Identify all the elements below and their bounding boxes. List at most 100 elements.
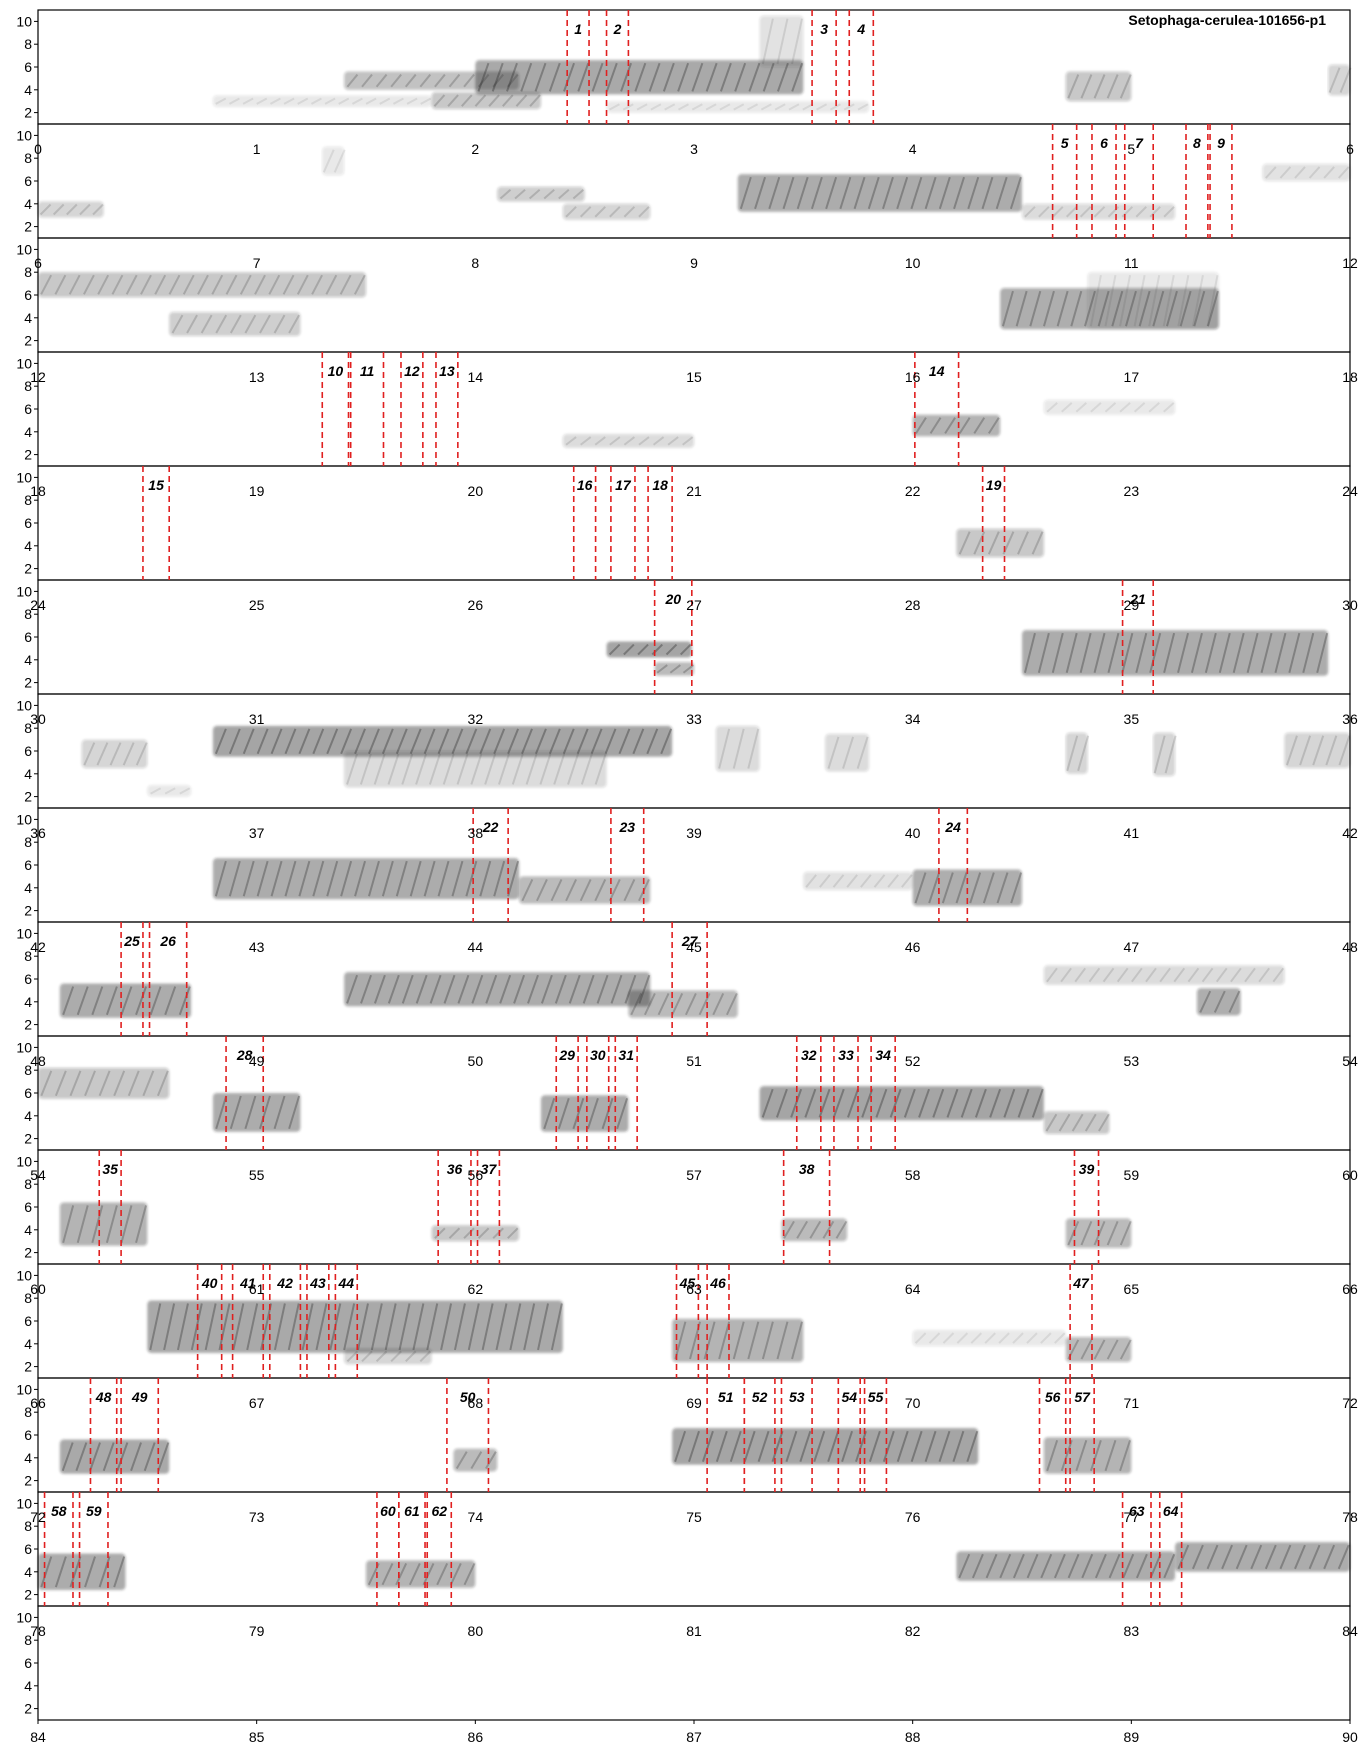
segment-label: 39 — [1079, 1161, 1095, 1177]
segment-label: 59 — [86, 1503, 102, 1519]
segment-marker: 20 — [653, 580, 693, 694]
segment-label: 45 — [679, 1275, 696, 1291]
segment-marker: 58 — [43, 1492, 74, 1606]
segment-marker: 34 — [870, 1036, 896, 1150]
segment-marker: 15 — [142, 466, 170, 580]
energy-blob — [562, 203, 651, 220]
segment-label: 10 — [328, 363, 344, 379]
x-tick-label: 56 — [468, 1167, 484, 1183]
segment-marker: 14 — [914, 352, 960, 466]
x-tick-label: 83 — [1124, 1623, 1140, 1639]
energy-blob — [1043, 1437, 1132, 1474]
energy-blob — [38, 272, 366, 298]
x-tick-label: 15 — [686, 369, 702, 385]
x-tick-label: 36 — [30, 825, 46, 841]
energy-blob — [759, 15, 804, 67]
spectrogram-energy — [38, 15, 1352, 1591]
x-tick-label: 75 — [686, 1509, 702, 1525]
y-tick-label: 2 — [24, 333, 32, 349]
y-tick-label: 8 — [24, 1518, 32, 1534]
y-tick-label: 4 — [24, 310, 32, 326]
x-tick-label: 4 — [909, 141, 917, 157]
y-tick-label: 10 — [16, 1039, 32, 1055]
segment-label: 47 — [1072, 1275, 1090, 1291]
energy-blob — [1262, 163, 1350, 181]
x-tick-label: 9 — [690, 255, 698, 271]
energy-blob — [1043, 965, 1285, 985]
segment-marker: 47 — [1069, 1264, 1093, 1378]
y-tick-label: 2 — [24, 1587, 32, 1603]
segment-label: 7 — [1135, 135, 1144, 151]
segment-label: 5 — [1061, 135, 1069, 151]
x-tick-label: 72 — [1342, 1395, 1358, 1411]
segment-marker: 16 — [572, 466, 597, 580]
segment-label: 24 — [944, 819, 961, 835]
segment-marker: 21 — [1121, 580, 1154, 694]
x-tick-label: 86 — [468, 1729, 484, 1745]
segment-marker: 29 — [555, 1036, 579, 1150]
energy-blob — [912, 414, 1001, 437]
segment-label: 57 — [1074, 1389, 1091, 1405]
segment-marker: 26 — [148, 922, 188, 1036]
energy-blob — [59, 1202, 148, 1246]
energy-blob — [81, 739, 148, 769]
segment-label: 63 — [1129, 1503, 1145, 1519]
y-tick-label: 2 — [24, 1359, 32, 1375]
segment-label: 2 — [613, 21, 622, 37]
y-tick-label: 10 — [16, 355, 32, 371]
x-tick-label: 6 — [1346, 141, 1354, 157]
y-tick-label: 4 — [24, 538, 32, 554]
energy-blob — [759, 1086, 1044, 1121]
x-tick-label: 30 — [30, 711, 46, 727]
y-tick-label: 4 — [24, 1222, 32, 1238]
x-tick-label: 23 — [1124, 483, 1140, 499]
x-tick-label: 76 — [905, 1509, 921, 1525]
x-tick-label: 7 — [253, 255, 261, 271]
segment-label: 51 — [718, 1389, 734, 1405]
energy-blob — [1043, 1111, 1110, 1135]
energy-blob — [1328, 64, 1352, 96]
y-tick-label: 6 — [24, 1199, 32, 1215]
y-tick-label: 10 — [16, 583, 32, 599]
x-tick-label: 47 — [1124, 939, 1140, 955]
y-tick-label: 10 — [16, 925, 32, 941]
segment-marker: 17 — [610, 466, 636, 580]
segment-label: 22 — [482, 819, 499, 835]
x-tick-label: 85 — [249, 1729, 265, 1745]
energy-blob — [540, 1095, 629, 1132]
x-tick-label: 73 — [249, 1509, 265, 1525]
y-tick-label: 10 — [16, 811, 32, 827]
energy-blob — [431, 92, 541, 110]
y-tick-label: 8 — [24, 1404, 32, 1420]
x-tick-label: 84 — [30, 1729, 46, 1745]
segment-marker: 44 — [334, 1264, 359, 1378]
y-tick-label: 10 — [16, 1381, 32, 1397]
y-tick-label: 4 — [24, 1450, 32, 1466]
x-tick-label: 82 — [905, 1623, 921, 1639]
segment-label: 6 — [1100, 135, 1108, 151]
segment-marker: 9 — [1209, 124, 1233, 238]
x-tick-label: 0 — [34, 141, 42, 157]
y-tick-label: 4 — [24, 1678, 32, 1694]
segment-label: 19 — [986, 477, 1002, 493]
x-tick-label: 12 — [1342, 255, 1358, 271]
y-tick-label: 8 — [24, 1176, 32, 1192]
x-tick-label: 68 — [468, 1395, 484, 1411]
energy-blob — [212, 725, 673, 757]
segment-label: 50 — [460, 1389, 476, 1405]
x-tick-label: 37 — [249, 825, 265, 841]
x-tick-label: 2 — [471, 141, 479, 157]
y-tick-label: 2 — [24, 1701, 32, 1717]
energy-blob — [1196, 988, 1241, 1016]
energy-blob — [212, 858, 520, 900]
segment-label: 16 — [577, 477, 593, 493]
segment-label: 4 — [856, 21, 865, 37]
y-tick-label: 10 — [16, 1495, 32, 1511]
y-tick-label: 6 — [24, 515, 32, 531]
y-tick-label: 4 — [24, 1564, 32, 1580]
y-tick-label: 4 — [24, 82, 32, 98]
x-tick-label: 10 — [905, 255, 921, 271]
y-tick-label: 10 — [16, 697, 32, 713]
